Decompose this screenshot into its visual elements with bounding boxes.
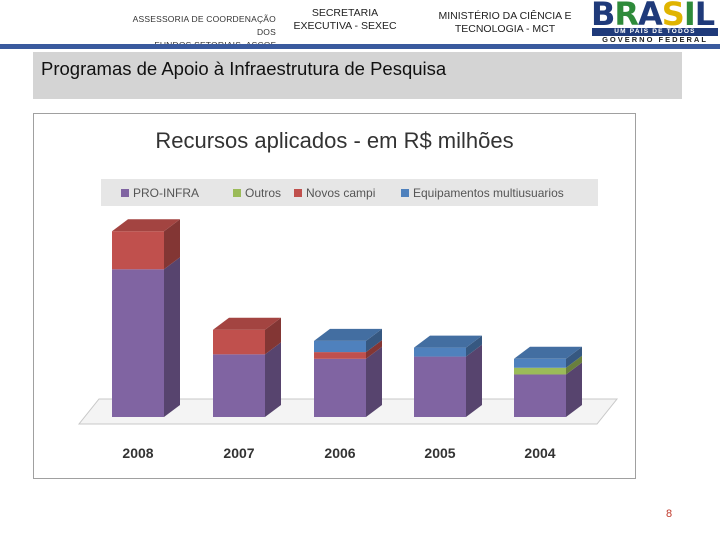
header-right-line2: TECNOLOGIA - MCT [454, 23, 556, 35]
bar-segment [514, 367, 566, 375]
header-strip [0, 44, 720, 49]
page-number: 8 [666, 508, 673, 520]
legend-label: Novos campi [306, 186, 376, 200]
header-left-line1: ASSESSORIA DE COORDENAÇÃO DOS [132, 14, 276, 37]
bar-segment-side [566, 355, 582, 375]
brasil-logo-letter: I [683, 0, 696, 33]
legend-item: PRO-INFRA [121, 186, 199, 200]
bar-segment-side [164, 219, 180, 270]
header-mid-line2: EXECUTIVA - SEXEC [293, 20, 397, 32]
bar-segment-side [366, 346, 382, 417]
bar-segment [213, 354, 265, 417]
bar-segment [314, 340, 366, 353]
legend-item: Equipamentos multiusuarios [401, 186, 564, 200]
bar-segment-side [466, 335, 482, 357]
bar-segment-side [566, 346, 582, 368]
legend-label: Outros [245, 186, 282, 200]
brasil-logo-tagline: UM PAÍS DE TODOS [592, 28, 718, 36]
brasil-logo-letter: L [694, 0, 715, 33]
bar-segment-side [164, 257, 180, 417]
legend-swatch [294, 189, 302, 197]
bar-segment [314, 358, 366, 417]
bar-top [314, 328, 382, 341]
brasil-logo-word: BRASIL [591, 0, 715, 33]
header-mid-line1: SECRETARIA [311, 7, 379, 19]
x-tick-label: 2008 [122, 445, 153, 461]
legend-item: Novos campi [294, 186, 375, 200]
header-mid: SECRETARIA EXECUTIVA - SEXEC [284, 7, 406, 33]
chart-legend: PRO-INFRA Outros Novos campi Equipamentos m… [101, 179, 598, 206]
brasil-logo-gov: GOVERNO FEDERAL [602, 35, 708, 44]
title-bar: Programas de Apoio à Infraestrutura de P… [33, 52, 682, 99]
brasil-logo: BRASIL UM PAÍS DE TODOS GOVERNO FEDERAL [588, 0, 720, 44]
bar-segment [514, 358, 566, 368]
header-right-line1: MINISTÉRIO DA CIÊNCIA E [438, 10, 572, 22]
bar-top [414, 335, 482, 348]
x-tick-label: 2006 [324, 445, 355, 461]
legend-swatch [121, 189, 129, 197]
legend-item: Outros [233, 186, 281, 200]
x-tick-label: 2007 [223, 445, 254, 461]
x-tick-label: 2004 [524, 445, 555, 461]
brasil-logo-letter: S [661, 0, 685, 33]
x-tick-label: 2005 [424, 445, 455, 461]
legend-label: PRO-INFRA [133, 186, 199, 200]
bar-top [514, 346, 582, 359]
page-title: Programas de Apoio à Infraestrutura de P… [41, 58, 447, 79]
chart-container: Recursos aplicados - em R$ milhões PRO-I… [33, 113, 636, 479]
bar-segment-side [566, 362, 582, 417]
bar-segment-side [466, 344, 482, 417]
bar-top [112, 219, 180, 232]
legend-swatch [233, 189, 241, 197]
brasil-logo-letter: A [638, 0, 663, 33]
legend-swatch [401, 189, 409, 197]
bar-segment [112, 231, 164, 270]
chart-plot: 2008 2007 2006 2005 2004 [77, 219, 619, 461]
brasil-logo-letter: B [591, 0, 615, 33]
bar-segment [514, 374, 566, 417]
bar-segment-side [366, 328, 382, 353]
bar-segment [414, 356, 466, 417]
header-right: MINISTÉRIO DA CIÊNCIA E TECNOLOGIA - MCT [428, 10, 582, 36]
bar-top [213, 317, 281, 330]
bar-segment [213, 329, 265, 355]
bar-segment-side [366, 340, 382, 359]
bar-segment-side [265, 342, 281, 417]
bar-segment [314, 352, 366, 359]
bar-segment-side [265, 317, 281, 355]
brasil-logo-letter: R [614, 0, 639, 33]
bar-segment [414, 347, 466, 357]
chart-title: Recursos aplicados - em R$ milhões [155, 128, 514, 153]
bar-segment [112, 269, 164, 417]
legend-label: Equipamentos multiusuarios [413, 186, 564, 200]
